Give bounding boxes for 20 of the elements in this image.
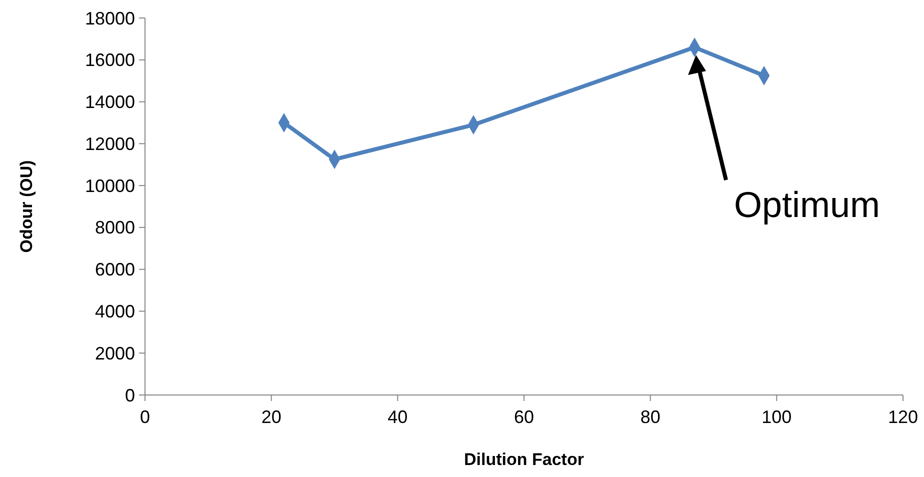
- y-tick-label: 12000: [84, 134, 135, 154]
- x-tick-label: 120: [888, 407, 918, 427]
- y-tick-label: 6000: [94, 260, 135, 280]
- x-tick-label: 20: [261, 407, 282, 427]
- y-tick-label: 4000: [94, 302, 135, 322]
- y-tick-label: 2000: [94, 343, 135, 364]
- x-tick-label: 40: [388, 407, 408, 427]
- x-tick-label: 0: [140, 407, 150, 427]
- y-tick-label: 18000: [84, 8, 135, 28]
- y-tick-label: 8000: [94, 218, 135, 238]
- y-axis-title: Odour (OU): [17, 160, 36, 253]
- y-tick-label: 16000: [84, 50, 135, 70]
- y-tick-label: 14000: [84, 92, 135, 112]
- x-tick-label: 100: [762, 407, 792, 427]
- y-tick-label: 10000: [84, 176, 135, 196]
- x-tick-label: 80: [640, 407, 660, 427]
- annotation: Optimum: [734, 184, 880, 225]
- x-tick-label: 60: [514, 407, 534, 427]
- x-axis-title: Dilution Factor: [464, 450, 584, 469]
- y-tick-label: 0: [124, 385, 135, 406]
